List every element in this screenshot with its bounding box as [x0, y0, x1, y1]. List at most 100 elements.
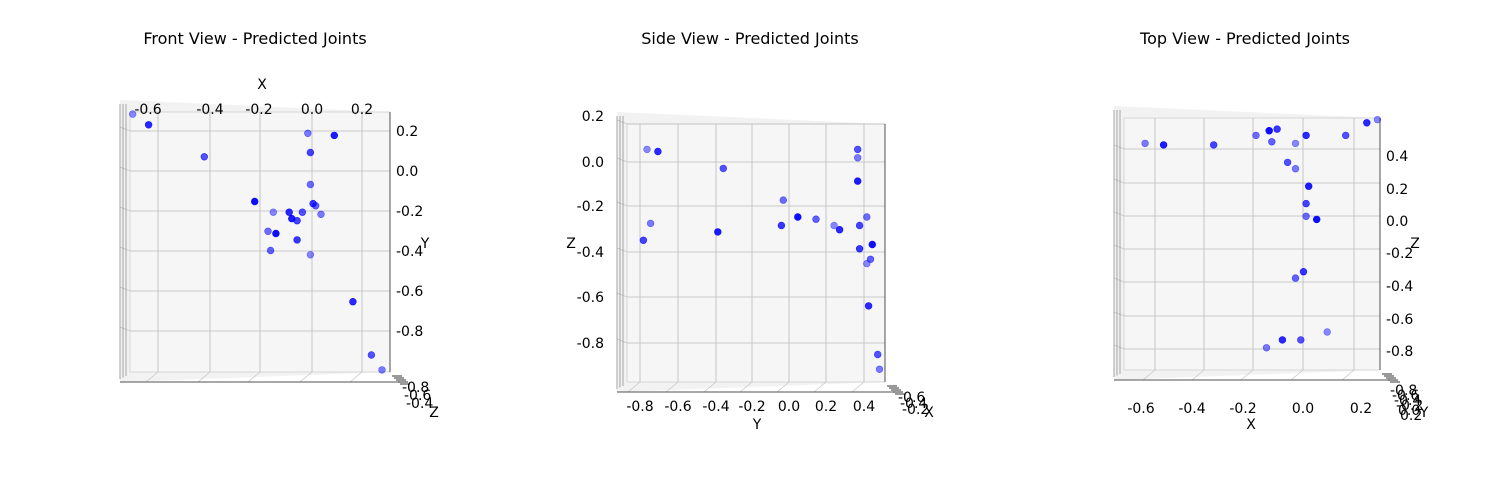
z-axis-label: Z [429, 405, 439, 421]
grid-line-depth [119, 286, 131, 292]
joint-point [251, 197, 259, 206]
z-tick-label: -0.4 [406, 396, 433, 412]
grid-line-depth [119, 326, 131, 332]
x-tick-label: 0.0 [1292, 401, 1314, 417]
joint-point [1304, 182, 1313, 190]
grid-line-depth [1113, 178, 1125, 184]
joint-point [264, 227, 272, 236]
grid-line-depth [813, 381, 827, 393]
y-tick-label: 0.0 [582, 155, 604, 171]
joint-point [714, 228, 722, 236]
joint-point [794, 213, 802, 221]
grid-line-depth [616, 119, 628, 125]
joint-point [272, 229, 280, 238]
x-tick-label: -0.6 [1127, 401, 1154, 417]
z-tick-label: -0.4 [1394, 393, 1421, 409]
joint-point [349, 298, 357, 306]
joint-point [1373, 115, 1382, 124]
y-axis-label: Z [566, 236, 576, 252]
x-tick-label: 0.0 [778, 399, 800, 415]
joint-point [1252, 131, 1260, 140]
joint-point [855, 245, 864, 253]
joint-point [1341, 131, 1350, 140]
joint-point [285, 208, 293, 216]
joint-point [643, 145, 651, 154]
joint-point [293, 236, 301, 244]
x-tick-label: -0.4 [702, 399, 729, 415]
y-tick-label: -0.4 [1386, 279, 1413, 295]
joint-point [144, 121, 153, 129]
grid-line-depth [119, 246, 131, 252]
grid-line-depth [616, 338, 628, 344]
joint-point [1312, 215, 1321, 224]
joint-point [866, 255, 875, 263]
joint-point [1291, 274, 1300, 282]
joint-point [830, 221, 838, 230]
joint-point [1209, 141, 1218, 149]
joint-point [863, 259, 871, 268]
x-tick-label: 0.2 [1350, 401, 1372, 417]
joint-point [864, 302, 873, 310]
grid-line-depth [1113, 311, 1125, 317]
grid-line-depth [1113, 344, 1125, 350]
x-axis-label: X [257, 77, 267, 93]
joint-point [269, 208, 277, 216]
z-tick-label: -0.2 [1396, 398, 1423, 414]
joint-point [853, 177, 862, 185]
joint-point [835, 226, 844, 234]
grid-line-depth [247, 371, 261, 383]
y-tick-label: 0.2 [1386, 182, 1408, 198]
joint-point [129, 110, 137, 118]
y-tick-label: -0.8 [1386, 344, 1413, 360]
joint-point [1302, 199, 1310, 208]
joint-point [1299, 268, 1308, 276]
z-tick-label: -0.8 [1390, 383, 1417, 399]
x-tick-label: -0.6 [664, 399, 691, 415]
grid-line-depth [119, 206, 131, 212]
joint-point [330, 131, 338, 140]
grid-line-depth [145, 371, 159, 383]
joint-point [719, 164, 727, 173]
joint-point [1278, 336, 1287, 344]
joint-point [1302, 212, 1310, 221]
joint-point [863, 213, 871, 221]
y-tick-label: -0.6 [577, 290, 604, 306]
grid-line-depth [119, 126, 131, 132]
grid-line-depth [1290, 369, 1304, 381]
grid-line-depth [1113, 144, 1125, 150]
grid-line-depth [665, 381, 679, 393]
x-tick-label: -0.2 [738, 399, 765, 415]
joint-point [200, 153, 209, 161]
x-tick-label: -0.8 [626, 399, 653, 415]
joint-point [855, 221, 864, 230]
grid-line-depth [197, 371, 211, 383]
x-tick-label: -0.2 [1229, 401, 1256, 417]
joint-point [646, 219, 655, 228]
joint-point [367, 351, 376, 359]
y-tick-label: -0.4 [396, 244, 423, 260]
z-axis-label: X [924, 405, 934, 421]
z-tick-label: 0.0 [1398, 403, 1420, 419]
x-tick-label: 0.0 [301, 102, 323, 118]
joint-point [1268, 138, 1276, 146]
joint-point [853, 154, 862, 162]
grid-line-depth [616, 201, 628, 207]
grid-line-depth [1113, 211, 1125, 217]
joint-point [868, 240, 876, 249]
top-view-plot: Top View - Predicted Joints -0.6 -0.4 -0.2… [1113, 29, 1429, 433]
z-axis-label: Y [1419, 405, 1429, 421]
x-tick-label: -0.4 [196, 102, 223, 118]
x-axis-label: X [1246, 417, 1256, 433]
joint-point [266, 246, 275, 255]
y-tick-label: -0.8 [577, 336, 604, 352]
grid-line-depth [616, 247, 628, 253]
joint-point [293, 217, 301, 225]
joint-point [1283, 158, 1292, 167]
front-view-title: Front View - Predicted Joints [143, 29, 366, 48]
joint-point [1363, 119, 1371, 127]
joint-point [1323, 328, 1331, 336]
side-view-title: Side View - Predicted Joints [641, 29, 859, 48]
x-axis-label: Y [752, 417, 762, 433]
x-tick-label: 0.4 [853, 399, 875, 415]
